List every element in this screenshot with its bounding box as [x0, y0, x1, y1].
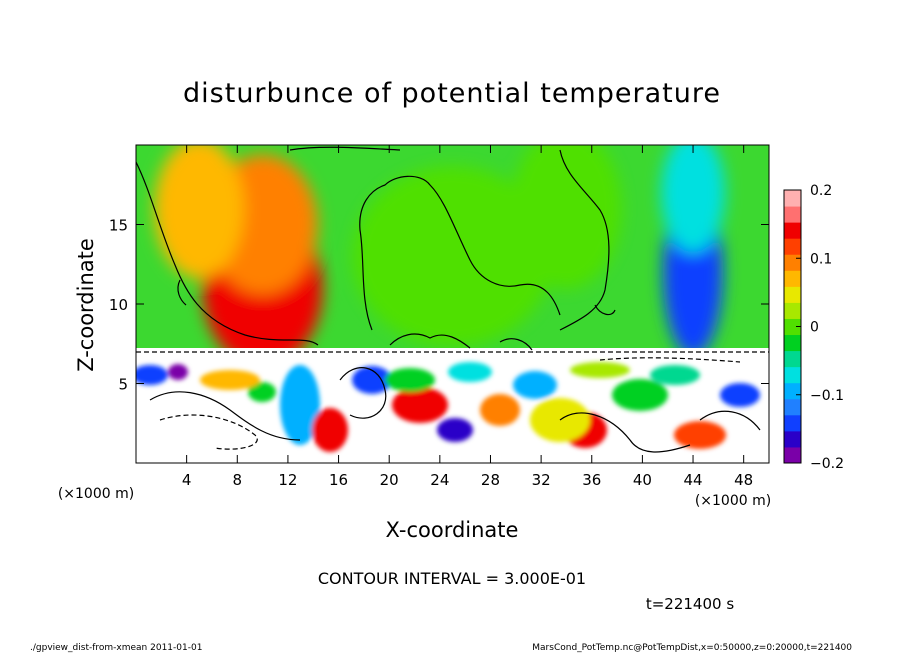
contour-line [159, 414, 258, 450]
time-label: t=221400 s [646, 595, 734, 613]
field-region [480, 394, 520, 426]
colorbar-segment [784, 414, 801, 432]
colorbar-tick-label: 0 [810, 320, 819, 336]
x-tick-label: 20 [380, 471, 399, 489]
field-region [720, 383, 760, 407]
colorbar-tick-label: 0.2 [810, 183, 832, 199]
x-tick-label: 32 [532, 471, 551, 489]
contour-line [559, 149, 610, 331]
field-region [661, 145, 726, 253]
colorbar: 0.2 0.1 0 −0.1 −0.2 [783, 183, 844, 472]
field-region [352, 166, 553, 347]
contour-line [599, 357, 741, 363]
field-region [612, 379, 668, 411]
x-tick-label: 48 [734, 471, 753, 489]
x-axis-unit: (×1000 m) [695, 493, 771, 509]
field-region [352, 366, 392, 394]
field-region [136, 365, 168, 385]
contour-line [594, 304, 616, 316]
y-tick-label: 10 [109, 296, 128, 314]
contour-line [559, 412, 691, 453]
field-region [437, 418, 473, 442]
x-tick-label: 44 [683, 471, 702, 489]
field-region [448, 362, 492, 382]
x-tick-label: 40 [633, 471, 652, 489]
y-axis-label: Z-coordinate [74, 238, 98, 372]
x-tick-label: 4 [182, 471, 192, 489]
colorbar-segment [784, 334, 801, 352]
colorbar-tick-label: −0.2 [810, 456, 844, 472]
contour-line [359, 175, 561, 331]
field-region [248, 382, 276, 402]
colorbar-segment [784, 318, 801, 336]
field-region [200, 370, 260, 390]
x-tick-label: 36 [582, 471, 601, 489]
colorbar-segment [784, 206, 801, 223]
x-axis-label: X-coordinate [386, 518, 519, 542]
colorbar-segment [784, 238, 801, 255]
footer-right-text: MarsCond_PotTemp.nc@PotTempDist,x=0:5000… [532, 643, 852, 653]
colorbar-segment [784, 382, 801, 400]
contour-line [339, 367, 387, 419]
y-tick-label: 15 [109, 217, 128, 235]
x-tick-label: 28 [481, 471, 500, 489]
field-region [392, 387, 448, 423]
contour-line [149, 391, 301, 441]
colorbar-segment [784, 430, 801, 448]
y-axis: 5 10 15 [109, 217, 769, 394]
colorbar-tick-label: 0.1 [810, 251, 832, 267]
contour-line [499, 338, 533, 351]
colorbar-segment [784, 270, 801, 287]
field-region [674, 421, 726, 449]
x-tick-label: 12 [278, 471, 297, 489]
field-region [168, 364, 188, 380]
chart-title: disturbunce of potential temperature [183, 78, 721, 109]
field-region [513, 371, 557, 399]
colorbar-segment [784, 254, 801, 271]
y-axis-unit: (×1000 m) [58, 486, 134, 502]
heatmap-plot-area [136, 145, 769, 463]
colorbar-segment [784, 190, 801, 207]
colorbar-segment [784, 222, 801, 239]
x-axis: 4 8 12 16 20 24 28 32 36 40 44 48 [182, 145, 753, 489]
x-tick-label: 8 [233, 471, 243, 489]
contour-line [136, 161, 319, 346]
field-region [312, 408, 348, 452]
colorbar-tick-label: −0.1 [810, 388, 844, 404]
field-region [154, 145, 245, 279]
y-tick-label: 5 [118, 376, 128, 394]
field-region [280, 365, 320, 445]
colorbar-segment [784, 286, 801, 303]
field-region [385, 368, 435, 392]
x-tick-label: 16 [329, 471, 348, 489]
contour-line [177, 279, 187, 306]
footer-left-text: ./gpview_dist-from-xmean 2011-01-01 [30, 643, 202, 653]
contour-interval-label: CONTOUR INTERVAL = 3.000E-01 [318, 569, 586, 588]
colorbar-segment [784, 446, 801, 464]
colorbar-segment [784, 398, 801, 416]
contour-line [699, 410, 761, 431]
contour-line [289, 146, 401, 151]
field-region [650, 365, 700, 385]
field-region [570, 362, 630, 378]
colorbar-segment [784, 366, 801, 384]
field-region [511, 145, 622, 289]
colorbar-segment [784, 350, 801, 368]
colorbar-segment [784, 302, 801, 319]
contour-line [389, 333, 471, 349]
x-tick-label: 24 [430, 471, 449, 489]
